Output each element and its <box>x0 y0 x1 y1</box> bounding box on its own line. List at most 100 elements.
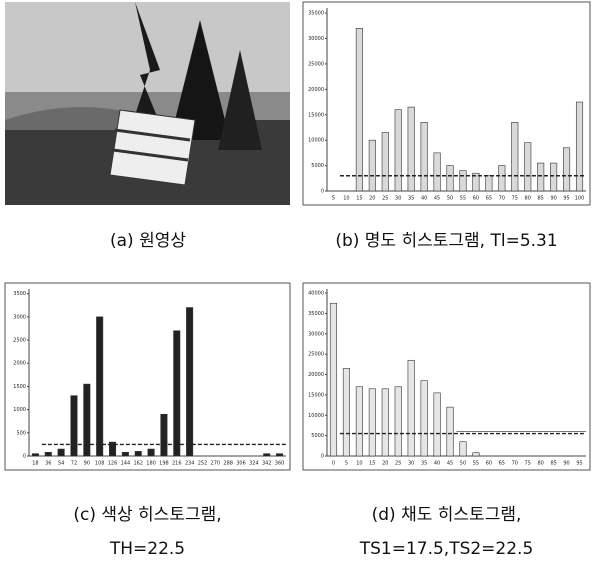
bar <box>537 163 543 191</box>
x-tick-label: 342 <box>262 461 272 467</box>
bar <box>356 387 362 456</box>
bar <box>421 122 427 191</box>
x-tick-label: 50 <box>460 461 466 467</box>
x-tick-label: 60 <box>486 461 492 467</box>
y-tick-label: 5000 <box>311 433 324 439</box>
y-tick-label: 0 <box>321 454 324 460</box>
x-tick-label: 72 <box>71 461 77 467</box>
bar <box>408 360 414 456</box>
x-tick-label: 306 <box>236 461 246 467</box>
bar <box>186 308 192 456</box>
x-tick-label: 95 <box>576 461 582 467</box>
x-tick-label: 180 <box>146 461 156 467</box>
x-tick-label: 10 <box>356 461 362 467</box>
bar <box>421 381 427 456</box>
y-tick-label: 3000 <box>13 314 26 320</box>
caption: TH=22.5 <box>109 539 185 559</box>
y-tick-label: 35000 <box>308 311 324 317</box>
bar <box>576 102 582 191</box>
x-tick-label: 25 <box>382 196 388 202</box>
bar <box>96 317 102 456</box>
bar <box>447 407 453 456</box>
y-tick-label: 1000 <box>13 407 26 413</box>
x-tick-label: 0 <box>332 461 335 467</box>
bar <box>486 176 492 191</box>
x-tick-label: 144 <box>121 461 131 467</box>
x-tick-label: 15 <box>369 461 375 467</box>
x-tick-label: 90 <box>84 461 90 467</box>
x-tick-label: 70 <box>512 461 518 467</box>
y-tick-label: 500 <box>16 430 26 436</box>
x-tick-label: 30 <box>408 461 414 467</box>
x-tick-label: 162 <box>133 461 143 467</box>
caption: (d) 채도 히스토그램, <box>372 505 522 525</box>
bar <box>434 153 440 191</box>
x-tick-label: 252 <box>198 461 208 467</box>
bar <box>174 331 180 456</box>
x-tick-label: 80 <box>537 461 543 467</box>
photo <box>5 2 290 205</box>
x-tick-label: 20 <box>369 196 375 202</box>
x-tick-label: 40 <box>421 196 427 202</box>
bar <box>148 449 154 456</box>
x-tick-label: 5 <box>345 461 348 467</box>
x-tick-label: 198 <box>159 461 169 467</box>
bar <box>512 122 518 191</box>
bar <box>395 387 401 456</box>
x-tick-label: 35 <box>408 196 414 202</box>
x-tick-label: 20 <box>382 461 388 467</box>
y-tick-label: 0 <box>23 454 26 460</box>
bar <box>71 396 77 456</box>
caption: (c) 색상 히스토그램, <box>73 505 221 525</box>
x-tick-label: 10 <box>343 196 349 202</box>
x-tick-label: 35 <box>421 461 427 467</box>
x-tick-label: 90 <box>550 196 556 202</box>
bar <box>369 140 375 191</box>
bar <box>382 389 388 456</box>
caption: TS1=17.5,TS2=22.5 <box>359 539 534 559</box>
y-tick-label: 3500 <box>13 291 26 297</box>
x-tick-label: 36 <box>45 461 51 467</box>
x-tick-label: 45 <box>434 196 440 202</box>
x-tick-label: 70 <box>499 196 505 202</box>
x-tick-label: 54 <box>58 461 64 467</box>
x-tick-label: 50 <box>447 196 453 202</box>
y-tick-label: 30000 <box>308 331 324 337</box>
y-tick-label: 2000 <box>13 361 26 367</box>
x-tick-label: 75 <box>512 196 518 202</box>
bar <box>84 384 90 456</box>
y-tick-label: 30000 <box>308 36 324 42</box>
bar <box>473 453 479 456</box>
y-tick-label: 10000 <box>308 138 324 144</box>
y-tick-label: 40000 <box>308 291 324 297</box>
x-tick-label: 75 <box>525 461 531 467</box>
chart-frame <box>5 283 290 470</box>
bar <box>369 389 375 456</box>
bar <box>460 442 466 456</box>
x-tick-label: 100 <box>575 196 585 202</box>
x-tick-label: 270 <box>211 461 221 467</box>
x-tick-label: 108 <box>95 461 105 467</box>
x-tick-label: 288 <box>223 461 233 467</box>
x-tick-label: 55 <box>473 461 479 467</box>
x-tick-label: 18 <box>32 461 38 467</box>
x-tick-label: 85 <box>550 461 556 467</box>
bar <box>330 303 336 456</box>
bar <box>434 393 440 456</box>
y-tick-label: 15000 <box>308 112 324 118</box>
bar <box>58 449 64 456</box>
x-tick-label: 65 <box>486 196 492 202</box>
y-tick-label: 2500 <box>13 338 26 344</box>
bar <box>276 454 282 456</box>
y-tick-label: 20000 <box>308 372 324 378</box>
bar <box>395 110 401 191</box>
bar <box>499 166 505 191</box>
x-tick-label: 216 <box>172 461 182 467</box>
x-tick-label: 65 <box>499 461 505 467</box>
bar <box>460 171 466 191</box>
bar <box>264 454 270 456</box>
x-tick-label: 126 <box>108 461 118 467</box>
y-tick-label: 35000 <box>308 11 324 17</box>
y-tick-label: 10000 <box>308 413 324 419</box>
x-tick-label: 55 <box>460 196 466 202</box>
